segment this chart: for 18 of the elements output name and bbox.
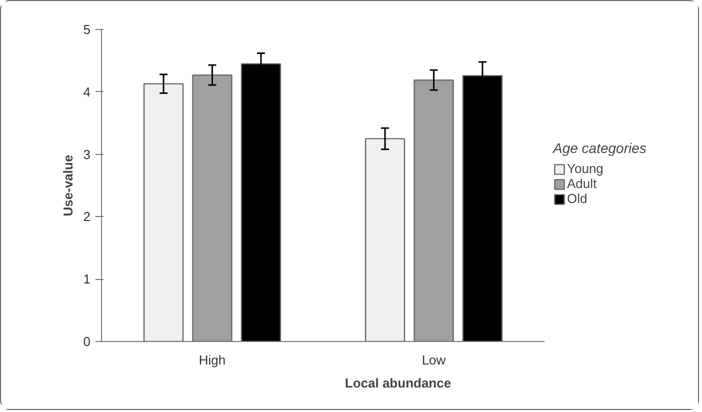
x-tick-label: Low [422, 352, 446, 368]
bar [364, 138, 406, 342]
y-tick-label: 4 [83, 84, 91, 100]
legend-label: Young [567, 161, 604, 176]
legend-title: Age categories [553, 140, 646, 156]
y-tick-label: 0 [83, 334, 91, 349]
legend-label: Old [567, 191, 588, 206]
x-tick-label: High [198, 352, 226, 368]
y-tick-label: 1 [83, 272, 91, 287]
y-tick-label: 3 [83, 146, 91, 162]
y-axis-title: Use-value [60, 154, 76, 216]
legend-label: Adult [567, 176, 597, 191]
bar [414, 79, 454, 342]
y-tick-label: 2 [83, 209, 91, 224]
bar [143, 83, 184, 342]
bar [192, 74, 232, 342]
x-axis-title: Local abundance [344, 376, 452, 390]
y-tick-label: 5 [83, 22, 91, 37]
